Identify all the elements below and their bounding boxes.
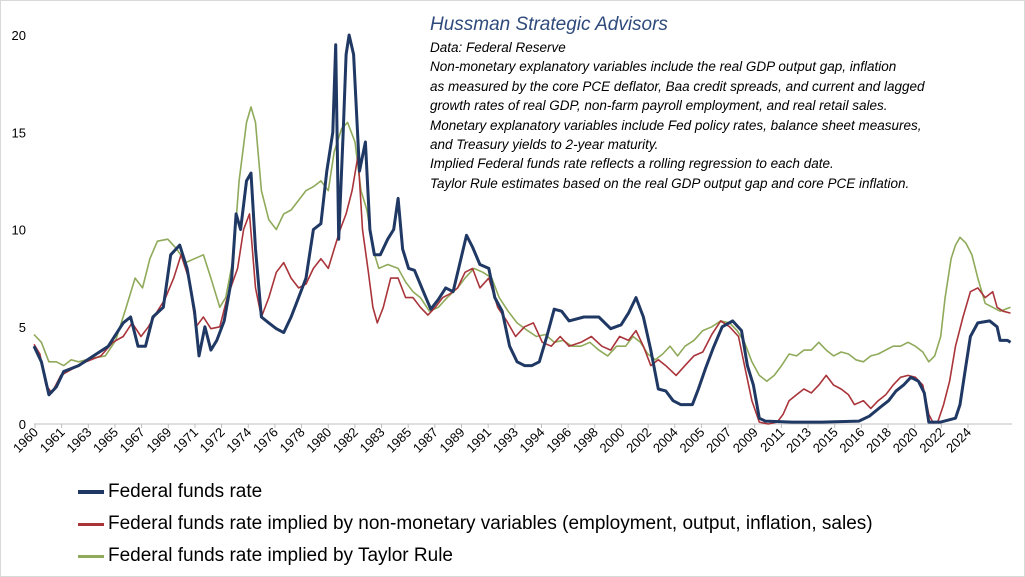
y-tick-label: 20	[12, 28, 26, 43]
x-tick-label: 1971	[170, 425, 201, 456]
x-tick-label: 1974	[223, 425, 254, 456]
brand-title: Hussman Strategic Advisors	[430, 14, 668, 35]
x-tick-label: 2018	[863, 425, 894, 456]
annotation-line: and Treasury yields to 2-year maturity.	[430, 137, 659, 153]
x-tick-label: 1972	[197, 425, 228, 456]
x-tick-label: 2000	[597, 425, 628, 456]
x-tick-label: 2013	[783, 425, 814, 456]
series-line-taylor-rule	[33, 106, 1011, 382]
x-tick-label: 2004	[650, 425, 681, 456]
series-line-implied-non-monetary	[33, 154, 1011, 425]
x-tick-label: 2011	[757, 425, 787, 455]
x-tick-label: 1989	[437, 425, 468, 456]
x-tick-label: 2009	[730, 425, 761, 456]
legend-label: Federal funds rate	[108, 481, 263, 502]
y-tick-label: 0	[19, 417, 26, 432]
x-tick-label: 1982	[330, 425, 361, 456]
x-tick-label: 1965	[90, 425, 121, 456]
legend-swatch	[78, 522, 104, 526]
x-tick-label: 2002	[623, 425, 654, 456]
x-tick-label: 1994	[517, 425, 548, 456]
chart-annotation: Hussman Strategic Advisors Data: Federal…	[430, 14, 925, 193]
x-tick-label: 1985	[383, 425, 414, 456]
legend-label: Federal funds rate implied by non-moneta…	[108, 513, 873, 534]
series-lines	[32, 33, 1012, 425]
x-tick-label: 2022	[916, 425, 947, 456]
x-tick-label: 1960	[10, 425, 41, 456]
annotation-line: Non-monetary explanatory variables inclu…	[430, 59, 897, 75]
y-tick-label: 10	[12, 223, 26, 238]
series-line-federal-funds-rate	[32, 33, 1012, 424]
x-tick-label: 2005	[676, 425, 707, 456]
annotation-line: as measured by the core PCE deflator, Ba…	[430, 78, 925, 94]
annotation-line: Taylor Rule estimates based on the real …	[430, 175, 910, 191]
x-tick-label: 1967	[117, 425, 148, 456]
x-tick-label: 2007	[703, 425, 734, 456]
x-axis-tick-marks	[34, 424, 969, 428]
x-tick-label: 1983	[357, 425, 388, 456]
x-tick-label: 1987	[410, 425, 441, 456]
annotation-line: Data: Federal Reserve	[430, 40, 566, 55]
x-tick-label: 1961	[37, 425, 68, 456]
x-tick-label: 1996	[543, 425, 574, 456]
x-tick-label: 1963	[63, 425, 94, 456]
x-axis-tick-labels: 1960196119631965196719691971197219741976…	[10, 425, 974, 456]
legend-item: Federal funds rate implied by Taylor Rul…	[78, 540, 873, 572]
legend-label: Federal funds rate implied by Taylor Rul…	[108, 545, 453, 566]
x-tick-label: 1980	[303, 425, 334, 456]
y-tick-label: 15	[12, 125, 26, 140]
x-tick-label: 1993	[490, 425, 521, 456]
y-tick-label: 5	[19, 320, 26, 335]
x-tick-label: 2024	[943, 425, 974, 456]
x-tick-label: 1978	[277, 425, 308, 456]
annotation-line: growth rates of real GDP, non-farm payro…	[430, 98, 888, 114]
legend-item: Federal funds rate implied by non-moneta…	[78, 508, 873, 540]
annotation-line: Implied Federal funds rate reflects a ro…	[430, 156, 834, 172]
legend: Federal funds rate Federal funds rate im…	[78, 476, 873, 572]
x-tick-label: 2015	[810, 425, 841, 456]
x-tick-label: 2016	[836, 425, 867, 456]
x-tick-label: 1998	[570, 425, 601, 456]
x-tick-label: 1969	[143, 425, 174, 456]
y-axis-tick-labels: 0 5 10 15 20	[12, 28, 26, 432]
x-tick-label: 1991	[463, 425, 494, 456]
legend-swatch	[78, 554, 104, 558]
annotation-line: Monetary explanatory variables include F…	[430, 117, 922, 133]
x-tick-label: 2020	[890, 425, 921, 456]
legend-item: Federal funds rate	[78, 476, 873, 508]
x-tick-label: 1976	[250, 425, 281, 456]
legend-swatch	[78, 490, 104, 494]
